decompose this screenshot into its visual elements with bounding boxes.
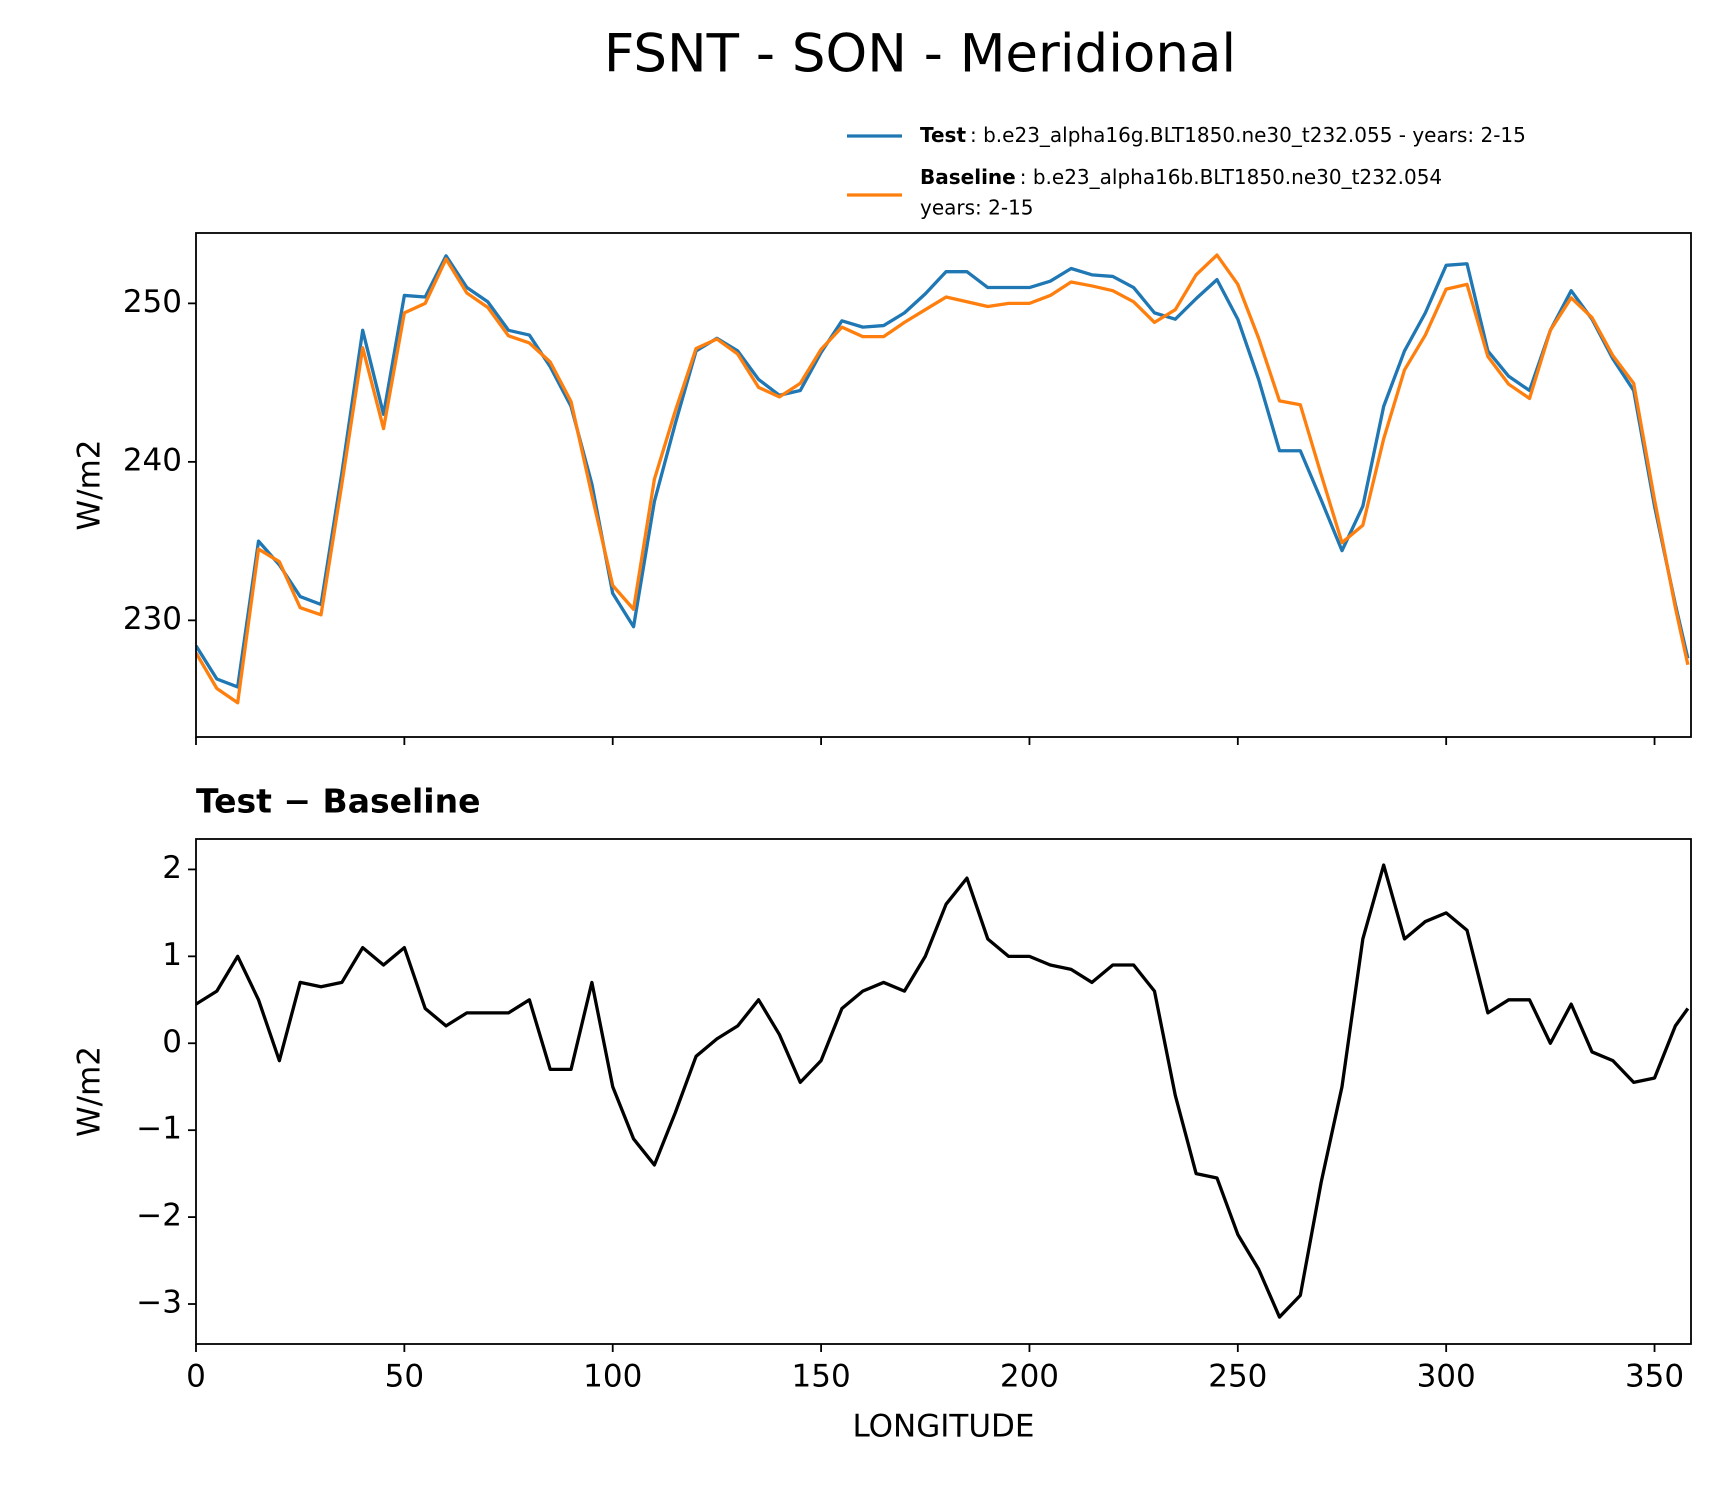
legend-description: : b.e23_alpha16b.BLT1850.ne30_t232.054 [1020, 165, 1442, 189]
x-axis-label: LONGITUDE [852, 1409, 1034, 1445]
legend-name: Baseline [920, 165, 1016, 189]
y-tick-label: 1 [162, 937, 182, 973]
x-tick-label: 150 [792, 1359, 851, 1395]
chart-title: FSNT - SON - Meridional [604, 24, 1236, 85]
legend-entry: Baseline: b.e23_alpha16b.BLT1850.ne30_t2… [920, 165, 1442, 189]
legend-description: : b.e23_alpha16g.BLT1850.ne30_t232.055 -… [970, 123, 1526, 147]
x-tick-label: 0 [186, 1359, 206, 1395]
y-tick-label: −3 [136, 1285, 182, 1321]
y-tick-label: 230 [123, 601, 182, 637]
x-tick-label: 250 [1208, 1359, 1267, 1395]
y-tick-label: −2 [136, 1198, 182, 1234]
y-axis-label: W/m2 [72, 439, 108, 530]
y-tick-label: 0 [162, 1024, 182, 1060]
x-tick-label: 350 [1625, 1359, 1684, 1395]
subplot-title: Test − Baseline [196, 782, 481, 821]
legend-name: Test [920, 123, 966, 147]
series-line [196, 863, 1690, 1319]
y-tick-label: 2 [162, 850, 182, 886]
x-tick-label: 100 [583, 1359, 642, 1395]
y-tick-label: −1 [136, 1111, 182, 1147]
axes-frame [195, 838, 1692, 1345]
series-line [196, 253, 1690, 705]
legend-description: years: 2-15 [920, 196, 1034, 220]
y-axis-label: W/m2 [72, 1046, 108, 1137]
legend-entry: Test: b.e23_alpha16g.BLT1850.ne30_t232.0… [920, 123, 1526, 147]
series-line [196, 254, 1690, 689]
x-tick-label: 200 [1000, 1359, 1059, 1395]
y-tick-label: 240 [123, 442, 182, 478]
x-tick-label: 300 [1417, 1359, 1476, 1395]
y-tick-label: 250 [123, 284, 182, 320]
axes-frame [195, 232, 1692, 738]
x-tick-label: 50 [385, 1359, 424, 1395]
